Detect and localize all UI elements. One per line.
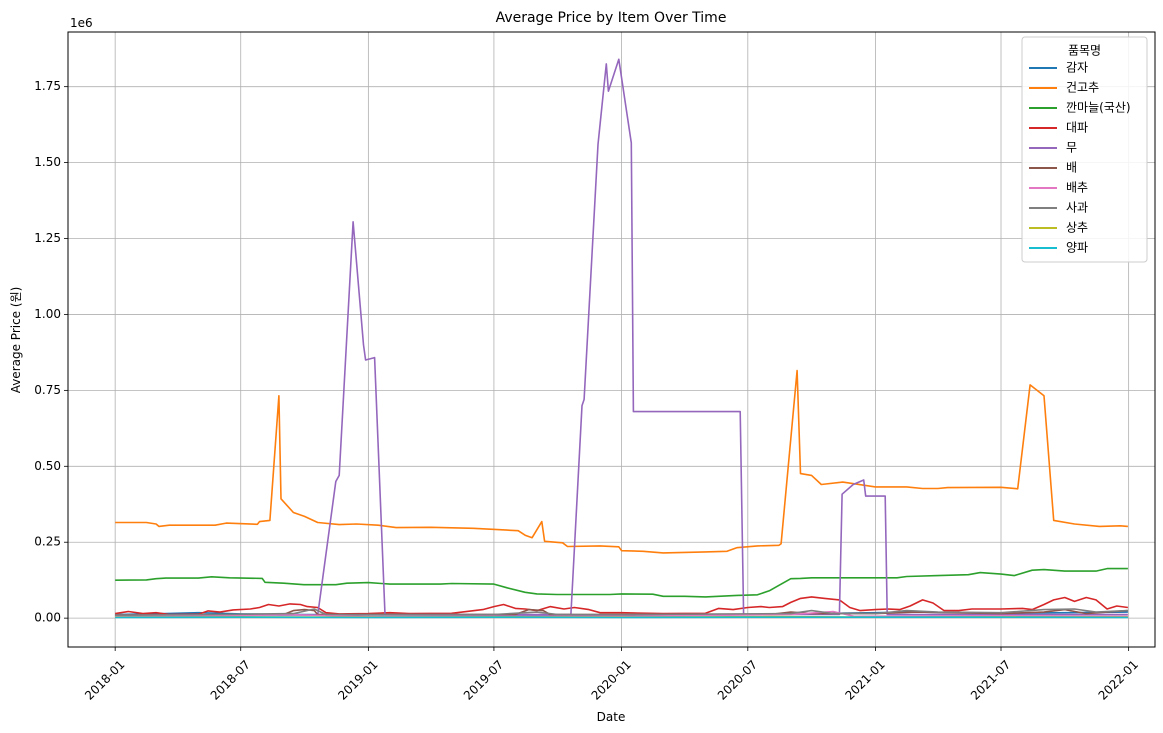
y-tick-label: 1.75 <box>34 79 61 93</box>
series-line-사과 <box>115 608 1128 616</box>
y-tick-label: 1.25 <box>34 231 61 245</box>
series-line-배추 <box>115 610 1128 618</box>
series-lines <box>115 58 1129 619</box>
legend-entry: 사과 <box>1066 201 1088 215</box>
y-tick-label: 0.00 <box>34 611 61 625</box>
y-tick-label: 0.75 <box>34 383 61 397</box>
gridlines <box>68 32 1155 647</box>
y-tick-label: 0.50 <box>34 459 61 473</box>
y-axis-ticks: 0.00 0.25 0.50 0.75 1.00 1.25 1.50 1.75 <box>34 79 68 625</box>
series-line-깐마늘(국산) <box>115 567 1128 598</box>
legend-entry: 건고추 <box>1066 81 1099 95</box>
chart-title: Average Price by Item Over Time <box>496 10 727 26</box>
legend-entry: 무 <box>1066 141 1077 155</box>
legend-entry: 배 <box>1066 161 1077 175</box>
legend-title: 품목명 <box>1068 44 1101 58</box>
series-line-무 <box>115 58 1128 616</box>
y-tick-label: 1.00 <box>34 307 61 321</box>
y-axis-offset-label: 1e6 <box>70 16 93 30</box>
legend-entry: 배추 <box>1066 181 1088 195</box>
x-axis-label: Date <box>597 710 626 724</box>
y-axis-label: Average Price (원) <box>9 287 23 394</box>
y-tick-label: 0.25 <box>34 535 61 549</box>
legend-entry: 깐마늘(국산) <box>1066 101 1131 115</box>
series-line-건고추 <box>115 369 1128 554</box>
legend-entry: 감자 <box>1066 61 1088 75</box>
legend-box <box>1021 36 1148 263</box>
plot-area-frame <box>67 31 1156 648</box>
legend-entry: 양파 <box>1066 241 1088 255</box>
legend-entry: 상추 <box>1066 221 1088 235</box>
legend-entry: 대파 <box>1066 121 1088 135</box>
y-tick-label: 1.50 <box>34 155 61 169</box>
